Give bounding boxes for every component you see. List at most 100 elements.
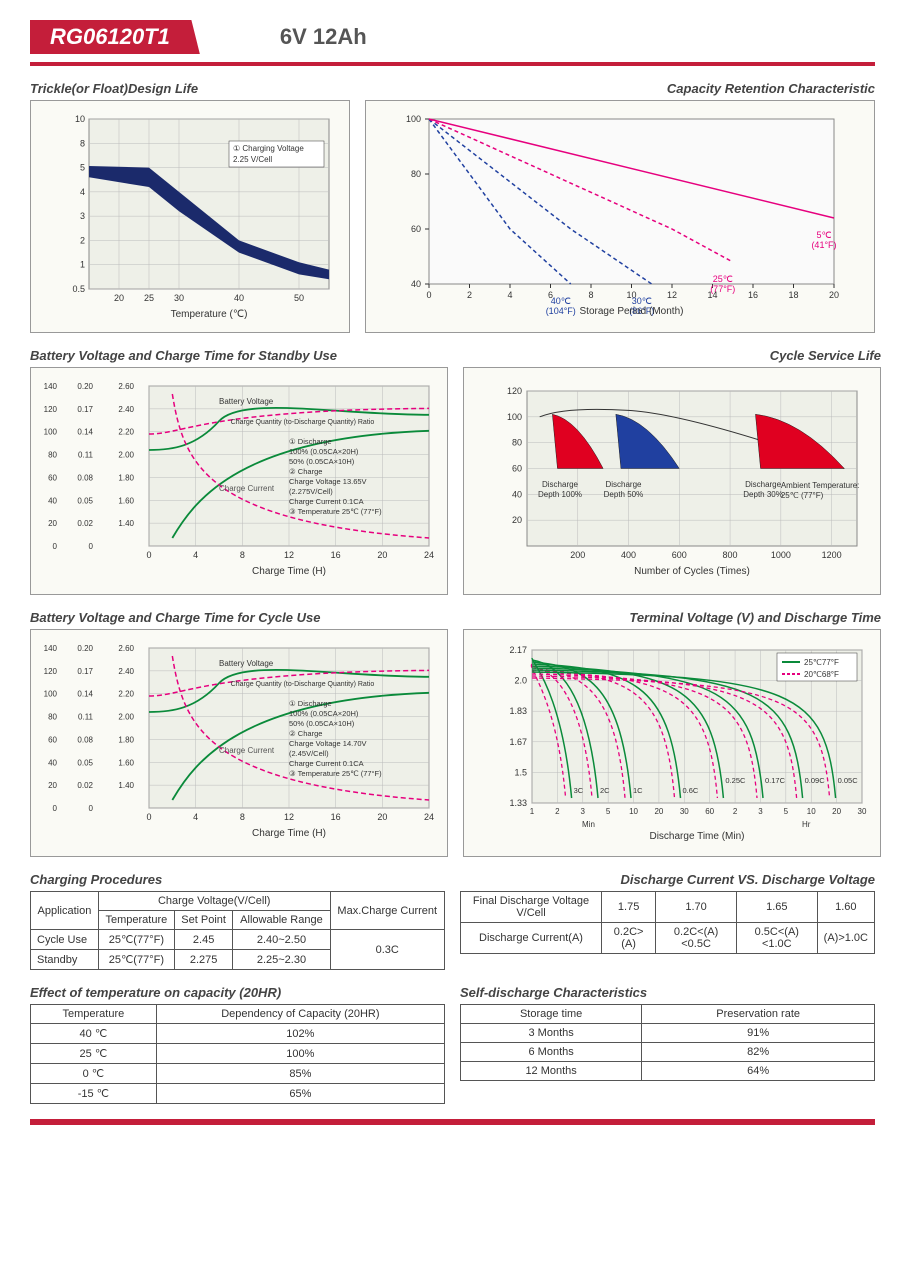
svg-text:25℃: 25℃ <box>713 274 733 284</box>
svg-text:Storage Period (Month): Storage Period (Month) <box>580 306 684 317</box>
cell: 1.65 <box>736 892 817 923</box>
svg-text:4: 4 <box>507 290 512 300</box>
table-row: 12 Months64% <box>461 1062 875 1081</box>
selfdis-title: Self-discharge Characteristics <box>460 985 875 1000</box>
svg-text:5: 5 <box>784 807 789 816</box>
model-badge: RG06120T1 <box>30 20 200 54</box>
svg-text:120: 120 <box>507 386 522 396</box>
svg-text:Battery Voltage: Battery Voltage <box>219 397 274 406</box>
svg-text:3: 3 <box>80 211 85 221</box>
cell: Standby <box>31 950 99 970</box>
cyclelife-title: Cycle Service Life <box>463 348 881 363</box>
th-cv: Charge Voltage(V/Cell) <box>98 892 330 911</box>
svg-text:Charge Voltage 14.70V: Charge Voltage 14.70V <box>289 739 367 748</box>
svg-text:Depth 50%: Depth 50% <box>604 490 644 499</box>
svg-text:4: 4 <box>80 187 85 197</box>
cell: 65% <box>156 1084 444 1104</box>
svg-text:Charge Current 0.1CA: Charge Current 0.1CA <box>289 759 364 768</box>
svg-text:2.25 V/Cell: 2.25 V/Cell <box>233 155 272 164</box>
svg-text:10: 10 <box>75 114 85 124</box>
cell: Final Discharge Voltage V/Cell <box>461 892 602 923</box>
header-rule <box>30 62 875 66</box>
svg-text:30: 30 <box>680 807 689 816</box>
cell: 0.2C<(A)<0.5C <box>656 923 737 954</box>
svg-text:100% (0.05CA×20H): 100% (0.05CA×20H) <box>289 447 359 456</box>
dischargev-title: Discharge Current VS. Discharge Voltage <box>460 872 875 887</box>
svg-text:8: 8 <box>80 138 85 148</box>
cell: (A)>1.0C <box>817 923 874 954</box>
svg-text:Charge Current: Charge Current <box>219 746 275 755</box>
svg-text:5℃: 5℃ <box>816 230 831 240</box>
cell: 102% <box>156 1024 444 1044</box>
cell: Cycle Use <box>31 930 99 950</box>
svg-text:30: 30 <box>174 293 184 303</box>
charging-table: Application Charge Voltage(V/Cell) Max.C… <box>30 891 445 970</box>
svg-text:1.60: 1.60 <box>118 496 134 505</box>
svg-text:20: 20 <box>512 515 522 525</box>
svg-text:③ Temperature 25℃ (77°F): ③ Temperature 25℃ (77°F) <box>289 769 382 778</box>
svg-text:0.14: 0.14 <box>77 428 93 437</box>
svg-text:16: 16 <box>748 290 758 300</box>
table-row: Final Discharge Voltage V/Cell 1.75 1.70… <box>461 892 875 923</box>
svg-text:40: 40 <box>512 489 522 499</box>
svg-text:2.60: 2.60 <box>118 382 134 391</box>
table-row: 40 ℃102% <box>31 1024 445 1044</box>
cell: 6 Months <box>461 1043 642 1062</box>
svg-text:2.00: 2.00 <box>118 451 134 460</box>
cell: 1.60 <box>817 892 874 923</box>
svg-text:0.02: 0.02 <box>77 519 93 528</box>
table-row: 6 Months82% <box>461 1043 875 1062</box>
svg-text:0.20: 0.20 <box>77 644 93 653</box>
svg-text:1000: 1000 <box>771 550 791 560</box>
svg-text:2: 2 <box>467 290 472 300</box>
cell: 64% <box>642 1062 875 1081</box>
svg-text:(2.45V/Cell): (2.45V/Cell) <box>289 749 329 758</box>
svg-text:2.0: 2.0 <box>514 676 527 686</box>
svg-text:Charge Current 0.1CA: Charge Current 0.1CA <box>289 497 364 506</box>
terminal-title: Terminal Voltage (V) and Discharge Time <box>463 610 881 625</box>
tempcap-title: Effect of temperature on capacity (20HR) <box>30 985 445 1000</box>
svg-text:12: 12 <box>284 550 294 560</box>
svg-text:1.80: 1.80 <box>118 473 134 482</box>
retention-title: Capacity Retention Characteristic <box>365 81 875 96</box>
svg-text:2.17: 2.17 <box>509 645 527 655</box>
table-row: 25 ℃100% <box>31 1044 445 1064</box>
th: Temperature <box>31 1005 157 1024</box>
svg-text:40: 40 <box>234 293 244 303</box>
svg-text:① Discharge: ① Discharge <box>289 437 332 446</box>
svg-text:0.02: 0.02 <box>77 781 93 790</box>
table-row: Discharge Current(A) 0.2C>(A) 0.2C<(A)<0… <box>461 923 875 954</box>
cell: 0.5C<(A)<1.0C <box>736 923 817 954</box>
svg-text:100% (0.05CA×20H): 100% (0.05CA×20H) <box>289 709 359 718</box>
svg-text:18: 18 <box>788 290 798 300</box>
svg-text:1C: 1C <box>633 786 643 795</box>
svg-text:1.83: 1.83 <box>509 706 527 716</box>
svg-text:20: 20 <box>48 519 57 528</box>
trickle-chart: 20253040500.512345810① Charging Voltage … <box>39 109 339 324</box>
svg-text:5: 5 <box>606 807 611 816</box>
svg-text:3: 3 <box>758 807 763 816</box>
svg-text:2: 2 <box>80 235 85 245</box>
th: Storage time <box>461 1005 642 1024</box>
svg-text:8: 8 <box>240 812 245 822</box>
svg-text:20℃68°F: 20℃68°F <box>804 670 839 679</box>
th-ar: Allowable Range <box>233 911 330 930</box>
dischargev-table: Final Discharge Voltage V/Cell 1.75 1.70… <box>460 891 875 954</box>
cell: 0 ℃ <box>31 1064 157 1084</box>
svg-text:30℃: 30℃ <box>632 296 652 306</box>
th-max: Max.Charge Current <box>330 892 445 930</box>
svg-text:40℃: 40℃ <box>551 296 571 306</box>
svg-text:2: 2 <box>555 807 560 816</box>
trickle-title: Trickle(or Float)Design Life <box>30 81 350 96</box>
svg-text:2C: 2C <box>600 786 610 795</box>
svg-text:4: 4 <box>193 812 198 822</box>
svg-text:Discharge Time (Min): Discharge Time (Min) <box>649 831 744 842</box>
svg-text:60: 60 <box>705 807 714 816</box>
svg-text:Discharge: Discharge <box>745 480 782 489</box>
table-row: -15 ℃65% <box>31 1084 445 1104</box>
cell: 1.70 <box>656 892 737 923</box>
svg-text:③ Temperature 25℃ (77°F): ③ Temperature 25℃ (77°F) <box>289 507 382 516</box>
table-row: 0 ℃85% <box>31 1064 445 1084</box>
svg-text:50% (0.05CA×10H): 50% (0.05CA×10H) <box>289 719 355 728</box>
svg-text:120: 120 <box>44 667 58 676</box>
